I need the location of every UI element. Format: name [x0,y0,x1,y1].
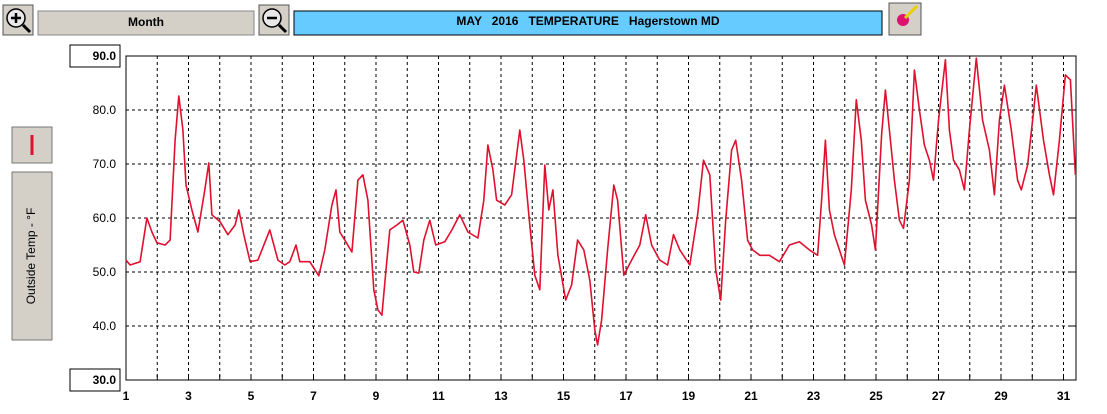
x-tick-label: 31 [1057,389,1071,403]
title-bar: MAY 2016 TEMPERATURE Hagerstown MD [293,10,883,36]
zoom-out-button[interactable] [258,4,290,36]
y-tick-label: 90.0 [93,49,117,63]
y-tick-box [69,44,121,68]
x-tick-label: 1 [123,389,130,403]
y-tick-label: 80.0 [93,103,117,117]
y-tick-label: 60.0 [93,211,117,225]
x-tick-label: 3 [185,389,192,403]
y-tick-box [69,368,121,392]
x-tick-label: 19 [682,389,696,403]
x-tick-label: 25 [869,389,883,403]
series-color-button[interactable] [11,126,53,164]
zoom-in-button[interactable] [2,4,34,36]
y-tick-label: 40.0 [93,319,117,333]
period-label: Month [128,15,164,29]
y-tick-label: 30.0 [93,373,117,387]
y-tick-label: 50.0 [93,265,117,279]
settings-button[interactable] [888,2,922,36]
x-tick-label: 9 [373,389,380,403]
temperature-line [125,57,1077,346]
x-tick-label: 5 [248,389,255,403]
y-label-button[interactable]: Outside Temp - °F [11,171,53,341]
x-tick-label: 21 [744,389,758,403]
x-tick-label: 11 [432,389,445,403]
x-tick-label: 15 [557,389,571,403]
y-axis-label: Outside Temp - °F [24,208,38,305]
x-tick-label: 17 [619,389,633,403]
x-tick-label: 7 [310,389,317,403]
y-tick-label: 70.0 [93,157,117,171]
x-tick-label: 29 [994,389,1008,403]
x-tick-label: 23 [807,389,821,403]
chart-title: MAY 2016 TEMPERATURE Hagerstown MD [456,14,720,28]
period-button[interactable]: Month [37,10,255,36]
x-tick-label: 27 [932,389,946,403]
x-tick-label: 13 [494,389,508,403]
